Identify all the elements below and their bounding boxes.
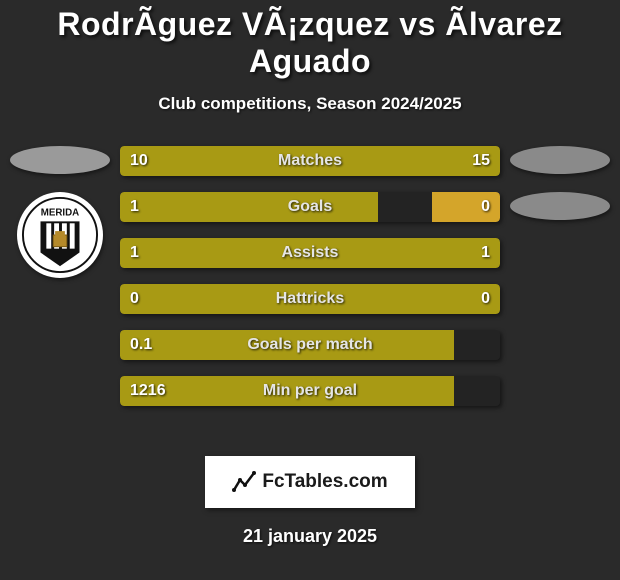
date-line: 21 january 2025	[0, 526, 620, 547]
attribution-label: FcTables.com	[262, 471, 387, 493]
left-player-oval	[10, 146, 110, 174]
metric-row: 1015Matches	[120, 146, 500, 176]
metric-label: Assists	[120, 238, 500, 268]
metric-label: Min per goal	[120, 376, 500, 406]
metric-row: 11Assists	[120, 238, 500, 268]
metric-label: Hattricks	[120, 284, 500, 314]
metric-row: 0.1Goals per match	[120, 330, 500, 360]
metric-row: 10Goals	[120, 192, 500, 222]
comparison-area: MERIDA 1015Matches 10Goals 11Assists 00Hatt…	[0, 146, 620, 446]
metric-label: Matches	[120, 146, 500, 176]
left-club-badge: MERIDA	[17, 192, 103, 278]
metric-label: Goals	[120, 192, 500, 222]
page-title: RodrÃ­guez VÃ¡zquez vs Ãlvarez Aguado	[0, 6, 620, 80]
right-player-column	[500, 146, 620, 238]
right-player-oval-1	[510, 146, 610, 174]
right-player-oval-2	[510, 192, 610, 220]
fctables-logo-icon	[232, 470, 256, 494]
left-player-column: MERIDA	[0, 146, 120, 278]
comparison-card: RodrÃ­guez VÃ¡zquez vs Ãlvarez Aguado Cl…	[0, 0, 620, 547]
subtitle: Club competitions, Season 2024/2025	[0, 94, 620, 114]
attribution-box[interactable]: FcTables.com	[205, 456, 415, 508]
metric-bars: 1015Matches 10Goals 11Assists 00Hattricks 0.…	[120, 146, 500, 422]
metric-label: Goals per match	[120, 330, 500, 360]
metric-row: 00Hattricks	[120, 284, 500, 314]
merida-crest-icon: MERIDA	[21, 196, 99, 274]
metric-row: 1216Min per goal	[120, 376, 500, 406]
svg-text:MERIDA: MERIDA	[41, 208, 79, 219]
